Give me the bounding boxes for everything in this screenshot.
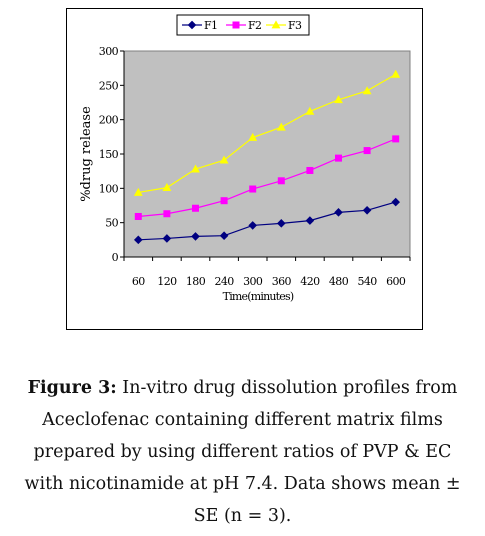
- data-point-f3: [133, 187, 143, 196]
- x-tick-label: 600: [386, 275, 406, 288]
- legend-label: F2: [248, 19, 261, 32]
- caption-text: In-vitro drug dissolution profiles from …: [24, 378, 461, 526]
- legend-label: F1: [204, 19, 217, 32]
- x-tick-label: 540: [357, 275, 377, 288]
- data-point-f2: [277, 177, 285, 185]
- legend-swatch-marker: [271, 20, 281, 29]
- data-point-f2: [220, 197, 228, 205]
- data-point-f1: [162, 234, 172, 243]
- data-point-f1: [219, 231, 229, 241]
- series-line-f1: [138, 201, 396, 241]
- x-tick-label: 300: [243, 275, 263, 288]
- data-point-f1: [133, 235, 143, 245]
- x-axis-label: Time(minutes): [223, 290, 294, 303]
- data-point-f3: [219, 155, 229, 164]
- series-f1: [133, 197, 401, 245]
- data-point-f3: [162, 183, 172, 192]
- data-point-f2: [306, 166, 314, 174]
- data-point-f2: [335, 154, 342, 162]
- figure-caption: Figure 3: In-vitro drug dissolution prof…: [20, 372, 465, 532]
- x-tick-label: 240: [214, 275, 234, 288]
- data-point-f1: [248, 221, 258, 230]
- y-tick-label: 0: [112, 251, 119, 264]
- data-point-f3: [305, 106, 315, 115]
- data-point-f3: [191, 164, 200, 173]
- legend-item-f3: F3: [266, 19, 303, 32]
- data-point-f2: [192, 204, 199, 212]
- axes: 0 50 100 150 200 250 300 60 120 180 240 300 360 420 48…: [99, 45, 411, 288]
- y-tick-label: 150: [99, 148, 119, 161]
- x-tick-label: 360: [272, 275, 292, 288]
- legend-item-f2: F2: [226, 19, 262, 32]
- legend: F1 F2 F3: [176, 14, 310, 36]
- data-point-f3: [362, 86, 372, 95]
- line-chart: 0 50 100 150 200 250 300 60 120 180 240 300 360 420 48…: [79, 14, 411, 303]
- series-line-f2: [138, 138, 396, 218]
- y-tick-label: 250: [99, 79, 119, 92]
- data-point-f2: [363, 147, 371, 155]
- y-tick-label: 200: [99, 114, 119, 127]
- x-tick-label: 180: [186, 275, 206, 288]
- legend-item-f1: F1: [182, 19, 218, 32]
- x-tick-label: 420: [300, 275, 320, 288]
- data-point-f1: [191, 232, 200, 241]
- series-f2: [134, 135, 400, 220]
- data-point-f1: [276, 219, 286, 228]
- plot-area: [123, 50, 411, 258]
- caption-label: Figure 3:: [27, 378, 117, 398]
- y-tick-label: 50: [105, 217, 118, 230]
- series-f3: [133, 69, 401, 196]
- data-point-f1: [362, 205, 372, 215]
- data-point-f1: [305, 216, 315, 225]
- y-tick-label: 300: [99, 45, 119, 58]
- data-point-f3: [248, 132, 258, 141]
- y-tick-label: 100: [99, 182, 119, 195]
- data-point-f1: [334, 208, 343, 217]
- series-layer: [133, 69, 401, 245]
- data-point-f2: [392, 135, 400, 143]
- y-axis-label: %drug release: [79, 106, 94, 202]
- data-point-f2: [163, 210, 171, 218]
- x-tick-label: 120: [157, 275, 177, 288]
- x-tick-label: 60: [132, 275, 145, 288]
- x-tick-label: 480: [329, 275, 349, 288]
- data-point-f1: [391, 197, 401, 207]
- data-point-f3: [334, 95, 343, 104]
- data-point-f3: [276, 122, 286, 131]
- data-point-f2: [249, 185, 257, 193]
- legend-swatch-marker: [232, 21, 240, 29]
- data-point-f3: [391, 69, 401, 78]
- data-point-f2: [134, 212, 142, 220]
- legend-label: F3: [288, 19, 302, 32]
- series-line-f3: [138, 73, 396, 194]
- legend-swatch-marker: [187, 20, 197, 30]
